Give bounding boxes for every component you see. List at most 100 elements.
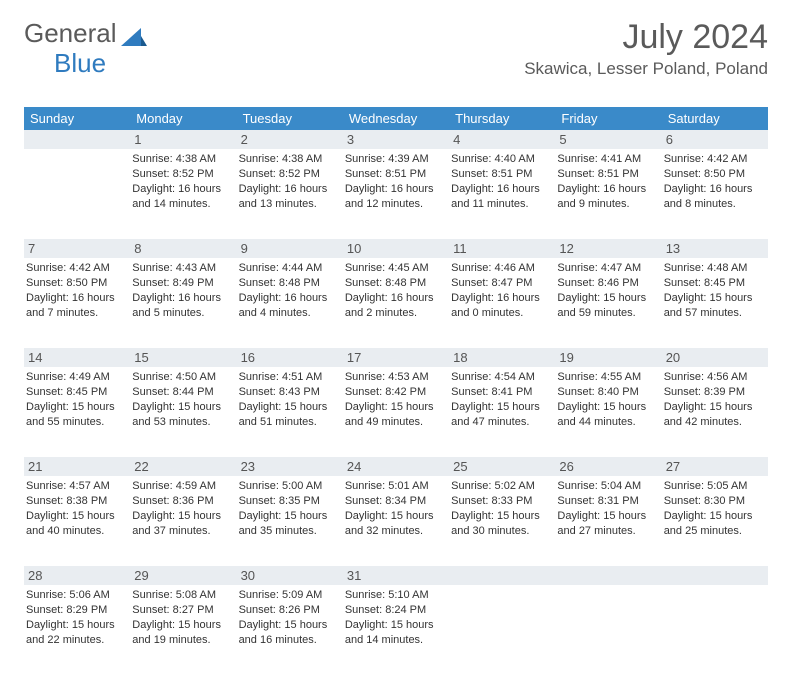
calendar-cell: Sunrise: 5:00 AMSunset: 8:35 PMDaylight:…: [237, 476, 343, 566]
sunrise-text: Sunrise: 4:50 AM: [132, 370, 234, 385]
logo: General: [24, 18, 149, 49]
daylight-text: Daylight: 15 hours and 25 minutes.: [664, 509, 766, 539]
day-number: 3: [343, 130, 449, 149]
daylight-text: Daylight: 15 hours and 49 minutes.: [345, 400, 447, 430]
sunset-text: Sunset: 8:34 PM: [345, 494, 447, 509]
sunset-text: Sunset: 8:45 PM: [664, 276, 766, 291]
sunset-text: Sunset: 8:40 PM: [557, 385, 659, 400]
daylight-text: Daylight: 15 hours and 59 minutes.: [557, 291, 659, 321]
calendar-cell: Sunrise: 5:09 AMSunset: 8:26 PMDaylight:…: [237, 585, 343, 675]
calendar-table: SundayMondayTuesdayWednesdayThursdayFrid…: [24, 107, 768, 675]
day-header: Wednesday: [343, 107, 449, 130]
calendar-cell: Sunrise: 5:10 AMSunset: 8:24 PMDaylight:…: [343, 585, 449, 675]
sunrise-text: Sunrise: 4:56 AM: [664, 370, 766, 385]
day-header: Thursday: [449, 107, 555, 130]
day-number: 8: [130, 239, 236, 258]
daynum-row: 123456: [24, 130, 768, 149]
calendar-cell: [555, 585, 661, 675]
sunset-text: Sunset: 8:31 PM: [557, 494, 659, 509]
day-number: 25: [449, 457, 555, 476]
logo-triangle-icon: [121, 26, 147, 53]
sunset-text: Sunset: 8:50 PM: [664, 167, 766, 182]
daylight-text: Daylight: 16 hours and 9 minutes.: [557, 182, 659, 212]
day-number: 13: [662, 239, 768, 258]
calendar-cell: Sunrise: 5:02 AMSunset: 8:33 PMDaylight:…: [449, 476, 555, 566]
day-number: 2: [237, 130, 343, 149]
sunset-text: Sunset: 8:39 PM: [664, 385, 766, 400]
day-number: 23: [237, 457, 343, 476]
content-row: Sunrise: 5:06 AMSunset: 8:29 PMDaylight:…: [24, 585, 768, 675]
calendar-cell: Sunrise: 5:08 AMSunset: 8:27 PMDaylight:…: [130, 585, 236, 675]
day-number: 4: [449, 130, 555, 149]
day-number: 11: [449, 239, 555, 258]
sunset-text: Sunset: 8:52 PM: [239, 167, 341, 182]
sunrise-text: Sunrise: 5:05 AM: [664, 479, 766, 494]
day-number: 28: [24, 566, 130, 585]
daynum-row: 78910111213: [24, 239, 768, 258]
day-number: 18: [449, 348, 555, 367]
daylight-text: Daylight: 15 hours and 27 minutes.: [557, 509, 659, 539]
daynum-row: 21222324252627: [24, 457, 768, 476]
daylight-text: Daylight: 15 hours and 55 minutes.: [26, 400, 128, 430]
sunset-text: Sunset: 8:29 PM: [26, 603, 128, 618]
daylight-text: Daylight: 15 hours and 22 minutes.: [26, 618, 128, 648]
day-number: 5: [555, 130, 661, 149]
sunset-text: Sunset: 8:26 PM: [239, 603, 341, 618]
content-row: Sunrise: 4:42 AMSunset: 8:50 PMDaylight:…: [24, 258, 768, 348]
daylight-text: Daylight: 16 hours and 14 minutes.: [132, 182, 234, 212]
sunrise-text: Sunrise: 4:46 AM: [451, 261, 553, 276]
calendar-cell: Sunrise: 4:47 AMSunset: 8:46 PMDaylight:…: [555, 258, 661, 348]
day-number: [555, 566, 661, 585]
day-number: [24, 130, 130, 149]
calendar-cell: Sunrise: 4:57 AMSunset: 8:38 PMDaylight:…: [24, 476, 130, 566]
sunset-text: Sunset: 8:24 PM: [345, 603, 447, 618]
sunset-text: Sunset: 8:46 PM: [557, 276, 659, 291]
daylight-text: Daylight: 15 hours and 30 minutes.: [451, 509, 553, 539]
sunset-text: Sunset: 8:47 PM: [451, 276, 553, 291]
daynum-row: 28293031: [24, 566, 768, 585]
calendar-cell: [449, 585, 555, 675]
calendar-cell: Sunrise: 4:54 AMSunset: 8:41 PMDaylight:…: [449, 367, 555, 457]
calendar-cell: Sunrise: 4:46 AMSunset: 8:47 PMDaylight:…: [449, 258, 555, 348]
day-number: 10: [343, 239, 449, 258]
daylight-text: Daylight: 16 hours and 4 minutes.: [239, 291, 341, 321]
calendar-cell: Sunrise: 4:56 AMSunset: 8:39 PMDaylight:…: [662, 367, 768, 457]
daylight-text: Daylight: 15 hours and 35 minutes.: [239, 509, 341, 539]
day-number: 20: [662, 348, 768, 367]
daylight-text: Daylight: 15 hours and 47 minutes.: [451, 400, 553, 430]
sunrise-text: Sunrise: 5:02 AM: [451, 479, 553, 494]
sunset-text: Sunset: 8:51 PM: [345, 167, 447, 182]
sunset-text: Sunset: 8:45 PM: [26, 385, 128, 400]
sunset-text: Sunset: 8:42 PM: [345, 385, 447, 400]
calendar-cell: Sunrise: 4:45 AMSunset: 8:48 PMDaylight:…: [343, 258, 449, 348]
sunrise-text: Sunrise: 4:39 AM: [345, 152, 447, 167]
daylight-text: Daylight: 16 hours and 8 minutes.: [664, 182, 766, 212]
calendar-cell: Sunrise: 5:04 AMSunset: 8:31 PMDaylight:…: [555, 476, 661, 566]
location: Skawica, Lesser Poland, Poland: [524, 59, 768, 79]
sunrise-text: Sunrise: 4:47 AM: [557, 261, 659, 276]
sunset-text: Sunset: 8:51 PM: [451, 167, 553, 182]
sunset-text: Sunset: 8:30 PM: [664, 494, 766, 509]
calendar-cell: Sunrise: 4:50 AMSunset: 8:44 PMDaylight:…: [130, 367, 236, 457]
calendar-cell: Sunrise: 4:41 AMSunset: 8:51 PMDaylight:…: [555, 149, 661, 239]
sunset-text: Sunset: 8:43 PM: [239, 385, 341, 400]
day-number: 22: [130, 457, 236, 476]
day-number: 31: [343, 566, 449, 585]
sunset-text: Sunset: 8:38 PM: [26, 494, 128, 509]
day-header: Monday: [130, 107, 236, 130]
calendar-cell: Sunrise: 4:38 AMSunset: 8:52 PMDaylight:…: [237, 149, 343, 239]
daylight-text: Daylight: 15 hours and 51 minutes.: [239, 400, 341, 430]
daylight-text: Daylight: 16 hours and 7 minutes.: [26, 291, 128, 321]
sunset-text: Sunset: 8:35 PM: [239, 494, 341, 509]
logo-general: General: [24, 18, 117, 49]
calendar-cell: Sunrise: 4:55 AMSunset: 8:40 PMDaylight:…: [555, 367, 661, 457]
calendar-cell: Sunrise: 5:01 AMSunset: 8:34 PMDaylight:…: [343, 476, 449, 566]
sunset-text: Sunset: 8:44 PM: [132, 385, 234, 400]
sunrise-text: Sunrise: 4:48 AM: [664, 261, 766, 276]
sunrise-text: Sunrise: 4:54 AM: [451, 370, 553, 385]
daylight-text: Daylight: 16 hours and 11 minutes.: [451, 182, 553, 212]
sunrise-text: Sunrise: 5:06 AM: [26, 588, 128, 603]
day-number: 15: [130, 348, 236, 367]
day-number: 21: [24, 457, 130, 476]
calendar-cell: Sunrise: 4:44 AMSunset: 8:48 PMDaylight:…: [237, 258, 343, 348]
